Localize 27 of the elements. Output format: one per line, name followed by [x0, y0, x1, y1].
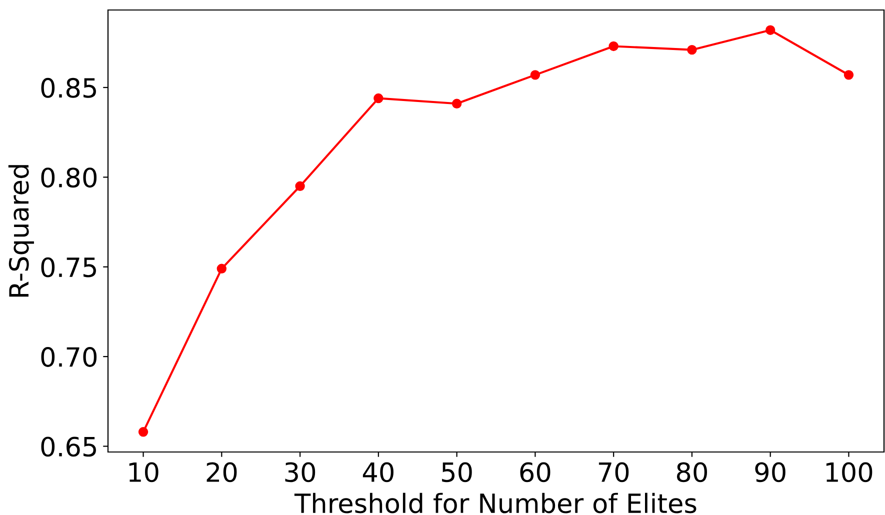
x-tick-label: 70 — [598, 462, 629, 482]
x-tick-label: 30 — [285, 462, 316, 482]
x-tick-label: 10 — [129, 462, 158, 482]
point — [295, 181, 305, 192]
x-tick-label: 50 — [442, 462, 472, 482]
point — [138, 427, 148, 437]
y-tick-label: 0.75 — [41, 257, 96, 278]
x-tick-label: 20 — [206, 462, 237, 482]
point — [844, 70, 854, 80]
x-tick-label: 90 — [755, 462, 786, 482]
y-tick-label: 0.85 — [41, 78, 96, 98]
y-axis-title: R-Squared — [8, 165, 34, 297]
point — [216, 264, 227, 274]
y-tick-label: 0.65 — [41, 436, 96, 457]
x-tick-label: 60 — [520, 462, 550, 482]
x-tick-label: 100 — [826, 462, 872, 482]
y-tick-label: 0.80 — [41, 168, 97, 188]
point — [687, 44, 697, 55]
x-tick-label: 40 — [362, 462, 394, 482]
point — [374, 93, 384, 104]
point — [765, 25, 776, 35]
x-axis-title: Threshold for Number of Elites — [294, 492, 696, 514]
point — [452, 98, 462, 108]
x-tick-label: 80 — [676, 462, 707, 482]
point — [608, 41, 618, 52]
point — [530, 70, 540, 80]
y-tick-label: 0.70 — [41, 347, 97, 367]
